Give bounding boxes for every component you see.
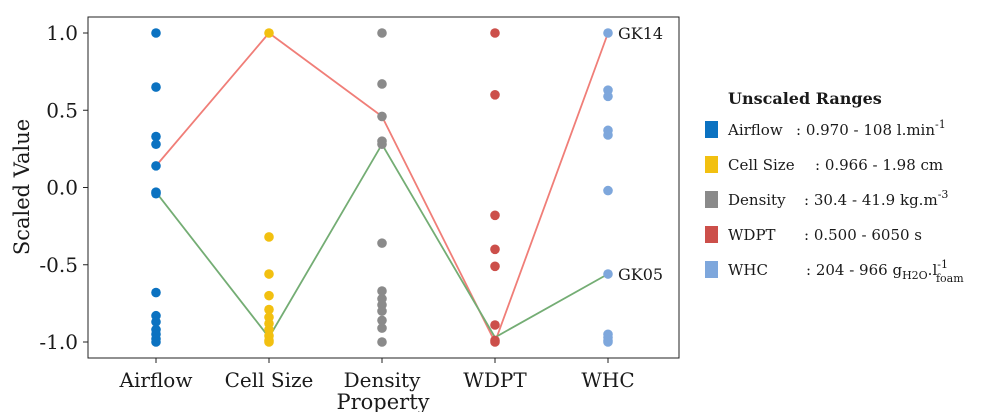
point-whc (603, 337, 613, 347)
point-cell-size (264, 337, 274, 347)
point-density (377, 286, 387, 296)
legend: Unscaled Ranges Airflow : 0.970 - 108 l.m… (705, 89, 964, 285)
legend-range-text: : 30.4 - 41.9 kg.m (804, 191, 938, 209)
x-tick-label: WHC (581, 368, 634, 392)
annotations: GK14 GK05 (618, 24, 663, 284)
x-tick-label: Cell Size (225, 368, 314, 392)
point-airflow (151, 131, 161, 142)
legend-range-superscript: -1 (935, 118, 946, 131)
legend-range-subscript: foam (936, 272, 964, 285)
point-airflow (151, 337, 161, 347)
point-whc (603, 269, 613, 279)
x-tick-label: Density (344, 368, 421, 392)
point-density (377, 79, 387, 89)
point-density (377, 337, 387, 347)
point-wdpt (490, 28, 500, 38)
legend-range-superscript: -1 (937, 258, 948, 271)
legend-range-text: : 0.966 - 1.98 cm (815, 156, 943, 174)
legend-range-text: : 204 - 966 g (806, 261, 902, 279)
annotation-gk05: GK05 (618, 265, 663, 284)
point-airflow (151, 287, 161, 298)
x-tick-label: WDPT (463, 368, 527, 392)
point-airflow (151, 188, 161, 199)
y-tick-label: 1.0 (46, 21, 78, 45)
legend-range: : 204 - 966 gH2O.l-1 foam (806, 258, 964, 285)
x-axis-title: Property (336, 390, 429, 412)
x-tick-label: Airflow (119, 368, 193, 392)
legend-label: Density (728, 191, 786, 209)
legend-label: Cell Size (728, 156, 795, 174)
legend-label: WHC (728, 261, 768, 279)
y-tick-label: -0.5 (39, 253, 78, 277)
point-airflow (151, 161, 161, 171)
point-airflow (151, 82, 161, 92)
legend-label: WDPT (728, 226, 776, 244)
point-airflow (151, 28, 161, 38)
legend-swatch (705, 191, 718, 208)
point-density (377, 111, 387, 122)
legend-range: : 0.966 - 1.98 cm (815, 156, 943, 174)
y-axis-title: Scaled Value (10, 119, 34, 255)
legend-range-superscript: -3 (938, 188, 949, 201)
point-whc (603, 185, 613, 196)
point-cell-size (264, 28, 274, 38)
legend-swatch (705, 121, 718, 138)
point-whc (603, 91, 613, 102)
point-wdpt (490, 90, 500, 100)
legend-range: : 0.500 - 6050 s (804, 226, 922, 244)
point-wdpt (490, 320, 500, 330)
point-whc (603, 28, 613, 38)
x-axis: Airflow Cell Size Density WDPT WHC (119, 358, 635, 392)
legend-swatch (705, 226, 718, 243)
y-tick-label: 0.5 (46, 98, 78, 122)
point-density (377, 306, 387, 316)
legend-swatch (705, 261, 718, 278)
point-cell-size (264, 304, 274, 315)
data-points (151, 28, 613, 347)
legend-range: : 30.4 - 41.9 kg.m-3 (804, 188, 948, 209)
point-wdpt (490, 244, 500, 255)
legend-range-subscript: H2O (902, 269, 928, 282)
point-density (377, 139, 387, 150)
point-cell-size (264, 269, 274, 279)
legend-range: : 0.970 - 108 l.min-1 (796, 118, 946, 139)
y-axis: 1.0 0.5 0.0 -0.5 -1.0 (39, 21, 88, 354)
point-wdpt (490, 337, 500, 347)
legend-swatch (705, 156, 718, 173)
annotation-gk14: GK14 (618, 24, 663, 43)
y-tick-label: -1.0 (39, 330, 78, 354)
point-density (377, 28, 387, 38)
point-airflow (151, 139, 161, 150)
legend-range-text: .l (928, 261, 938, 279)
point-cell-size (264, 290, 274, 301)
point-whc (603, 130, 613, 140)
point-density (377, 238, 387, 248)
legend-range-text: : 0.500 - 6050 s (804, 226, 922, 244)
point-wdpt (490, 261, 500, 272)
point-cell-size (264, 232, 274, 242)
point-density (377, 315, 387, 326)
legend-label: Airflow (727, 121, 783, 139)
point-wdpt (490, 210, 500, 221)
y-tick-label: 0.0 (46, 176, 78, 200)
legend-title: Unscaled Ranges (728, 89, 882, 108)
point-airflow (151, 317, 161, 327)
legend-range-text: : 0.970 - 108 l.min (796, 121, 935, 139)
point-density (377, 323, 387, 333)
